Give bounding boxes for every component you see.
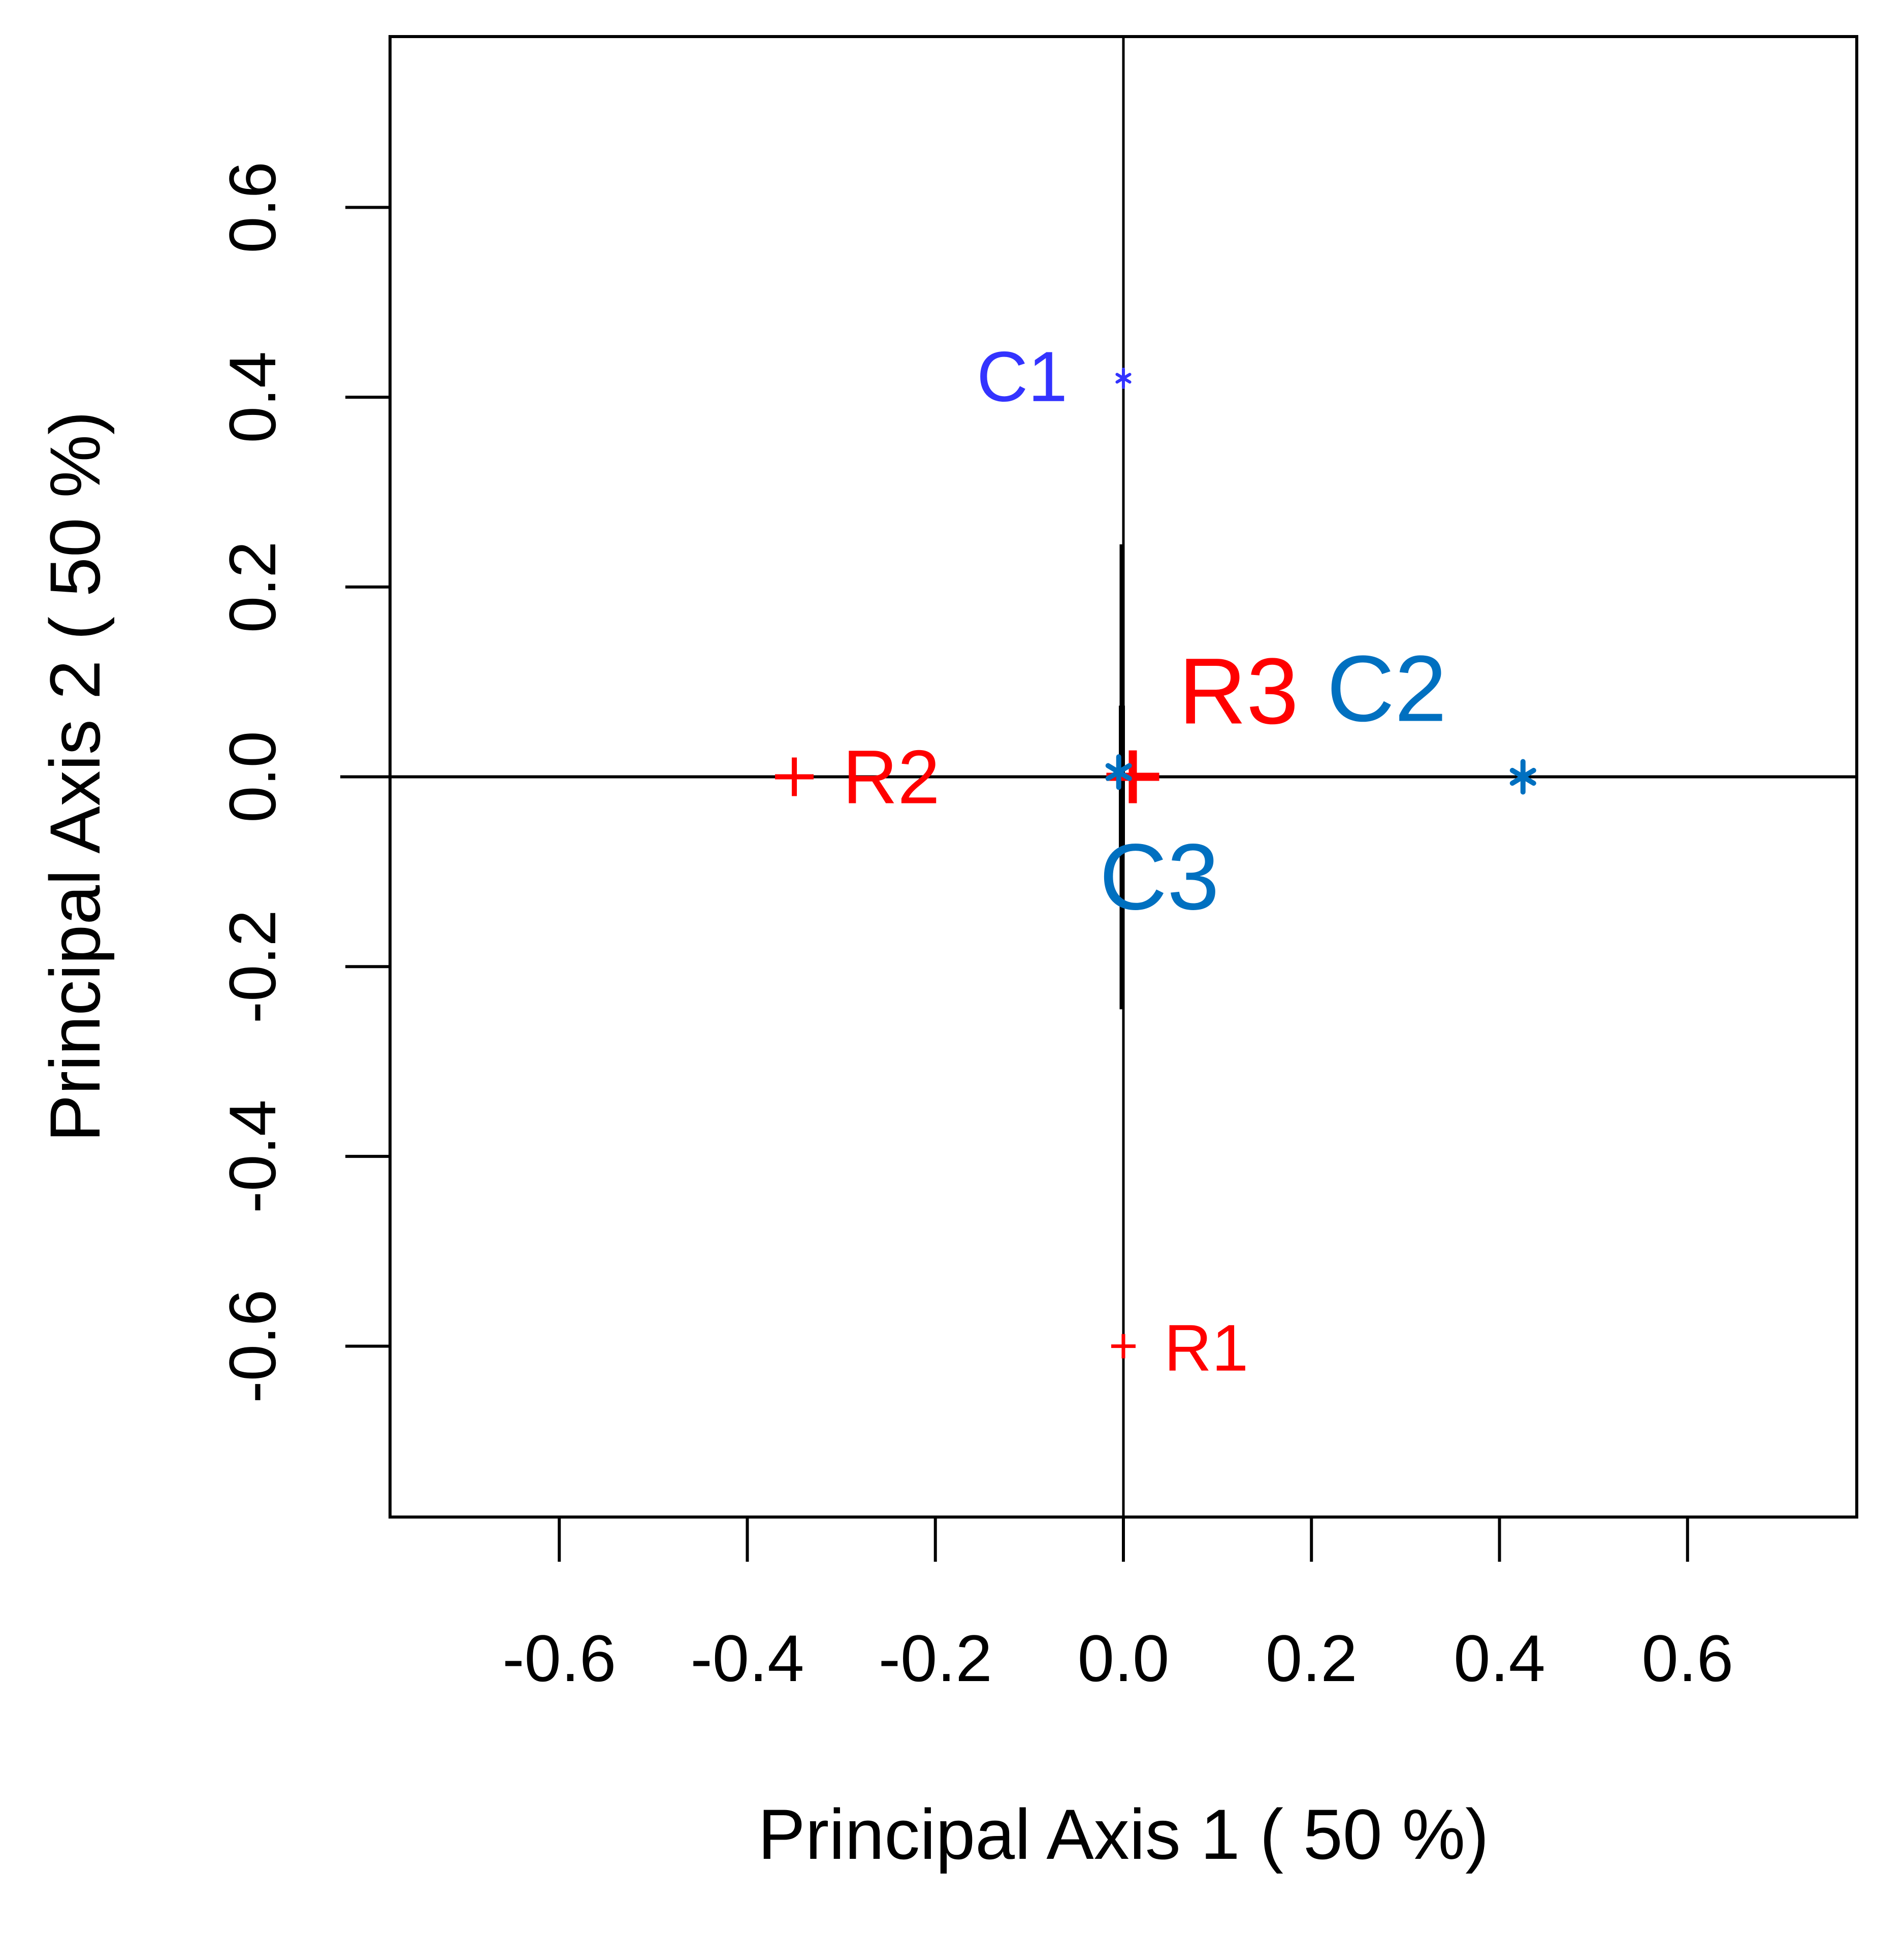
point-c2: C2 <box>1327 637 1536 795</box>
x-tick-label: 0.6 <box>1641 1621 1733 1695</box>
x-tick-label: 0.0 <box>1078 1621 1170 1695</box>
y-tick-label: 0.4 <box>215 351 289 443</box>
point-c3: C3 <box>1099 754 1219 929</box>
point-label: C3 <box>1099 825 1219 929</box>
y-tick-label: -0.6 <box>215 1290 289 1403</box>
points-layer: R1 R2 R3 C1 C2 C3 <box>775 337 1536 1385</box>
point-r1: R1 <box>1111 1311 1248 1385</box>
point-r2: R2 <box>775 734 940 820</box>
star-marker <box>1105 754 1132 790</box>
point-label: C2 <box>1327 637 1447 742</box>
x-tick-label: 0.4 <box>1454 1621 1545 1695</box>
point-label: R1 <box>1164 1311 1248 1385</box>
y-tick-label: -0.2 <box>215 910 289 1023</box>
point-r3: R3 <box>1106 639 1299 803</box>
y-tick-label: -0.4 <box>215 1100 289 1213</box>
point-label: R3 <box>1179 639 1299 744</box>
y-axis-title: Principal Axis 2 ( 50 %) <box>35 411 115 1142</box>
x-axis-title: Principal Axis 1 ( 50 %) <box>758 1794 1489 1874</box>
x-tick-label: 0.2 <box>1266 1621 1358 1695</box>
point-c1: C1 <box>977 337 1132 416</box>
y-axis: -0.6 -0.4 -0.2 0.0 0.2 0.4 0.6 <box>215 162 390 1403</box>
point-label: R2 <box>843 734 940 820</box>
x-tick-label: -0.4 <box>690 1621 804 1695</box>
star-marker <box>1509 759 1536 795</box>
y-tick-label: 0.0 <box>215 731 289 823</box>
plus-marker <box>1111 1334 1136 1359</box>
y-tick-label: 0.2 <box>215 541 289 633</box>
point-label: C1 <box>977 337 1068 416</box>
reference-lines <box>340 37 1857 1517</box>
x-tick-label: -0.2 <box>879 1621 992 1695</box>
x-tick-label: -0.6 <box>502 1621 616 1695</box>
star-marker <box>1115 367 1132 389</box>
plus-marker <box>775 757 814 796</box>
x-axis: -0.6 -0.4 -0.2 0.0 0.2 0.4 0.6 <box>502 1517 1733 1695</box>
y-tick-label: 0.6 <box>215 162 289 253</box>
